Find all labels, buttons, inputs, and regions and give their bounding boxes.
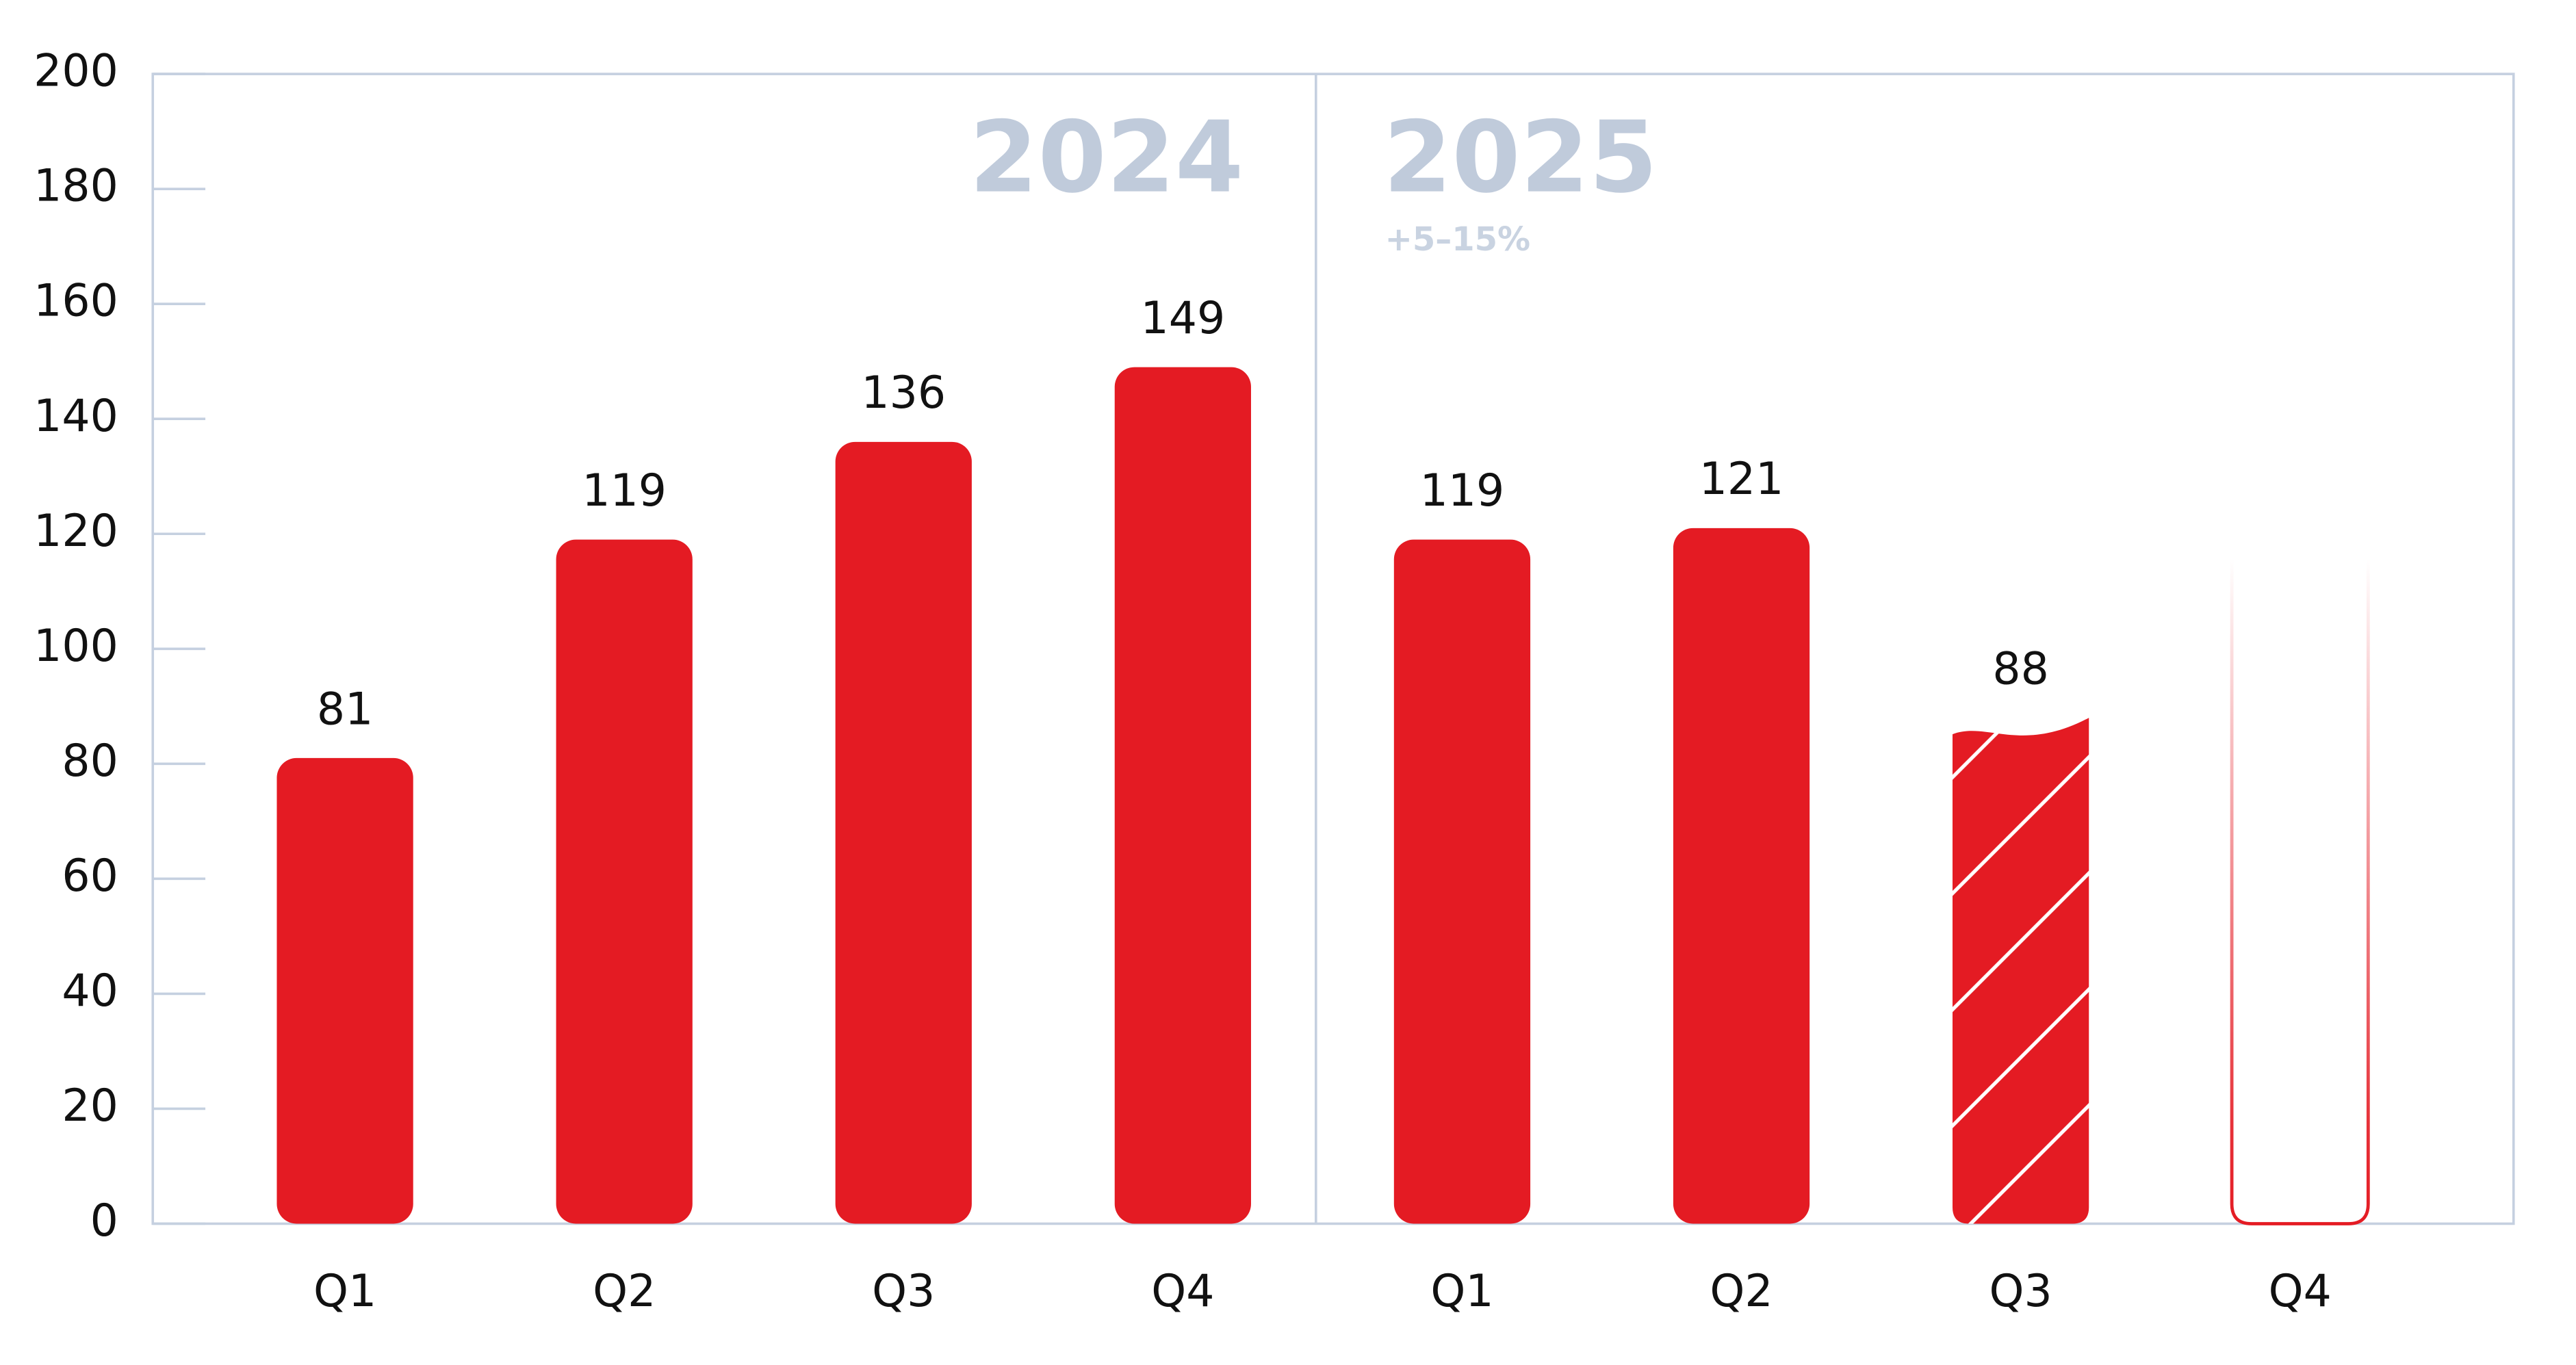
x-tick-label: Q4 bbox=[2269, 1266, 2332, 1317]
y-tick-label: 80 bbox=[62, 736, 118, 787]
y-tick-label: 0 bbox=[90, 1195, 118, 1247]
group-label: 2025 bbox=[1383, 100, 1658, 215]
value-label: 119 bbox=[1420, 465, 1505, 517]
value-label: 149 bbox=[1141, 293, 1226, 344]
bar bbox=[556, 539, 693, 1224]
x-tick-label: Q2 bbox=[593, 1266, 656, 1317]
y-tick-label: 40 bbox=[62, 965, 118, 1017]
y-tick-label: 100 bbox=[34, 621, 118, 672]
value-label: 81 bbox=[317, 684, 373, 735]
bar bbox=[1953, 718, 2089, 1224]
value-label: 121 bbox=[1699, 454, 1784, 505]
x-tick-label: Q3 bbox=[872, 1266, 935, 1317]
x-tick-label: Q1 bbox=[1430, 1266, 1493, 1317]
bar bbox=[835, 441, 972, 1224]
y-tick-label: 60 bbox=[62, 850, 118, 902]
placeholder-bar bbox=[2230, 558, 2370, 1225]
bar bbox=[1114, 367, 1251, 1224]
bar bbox=[1393, 539, 1531, 1224]
value-label: 136 bbox=[861, 367, 946, 419]
x-tick-label: Q2 bbox=[1710, 1266, 1773, 1317]
y-tick-label: 200 bbox=[34, 46, 118, 97]
y-tick-label: 20 bbox=[62, 1080, 118, 1132]
bar bbox=[1673, 528, 1810, 1224]
value-label: 88 bbox=[1992, 643, 2048, 694]
plot-frame bbox=[151, 73, 2515, 1225]
y-tick-label: 160 bbox=[34, 276, 118, 327]
x-tick-label: Q1 bbox=[313, 1266, 376, 1317]
y-tick-label: 140 bbox=[34, 391, 118, 442]
x-tick-label: Q4 bbox=[1151, 1266, 1214, 1317]
y-tick-label: 180 bbox=[34, 161, 118, 212]
bar bbox=[276, 757, 413, 1224]
value-label: 119 bbox=[582, 465, 667, 517]
y-tick-label: 120 bbox=[34, 506, 118, 557]
group-note: +5–15% bbox=[1385, 220, 1531, 259]
group-label: 2024 bbox=[969, 100, 1244, 215]
x-tick-label: Q3 bbox=[1989, 1266, 2052, 1317]
